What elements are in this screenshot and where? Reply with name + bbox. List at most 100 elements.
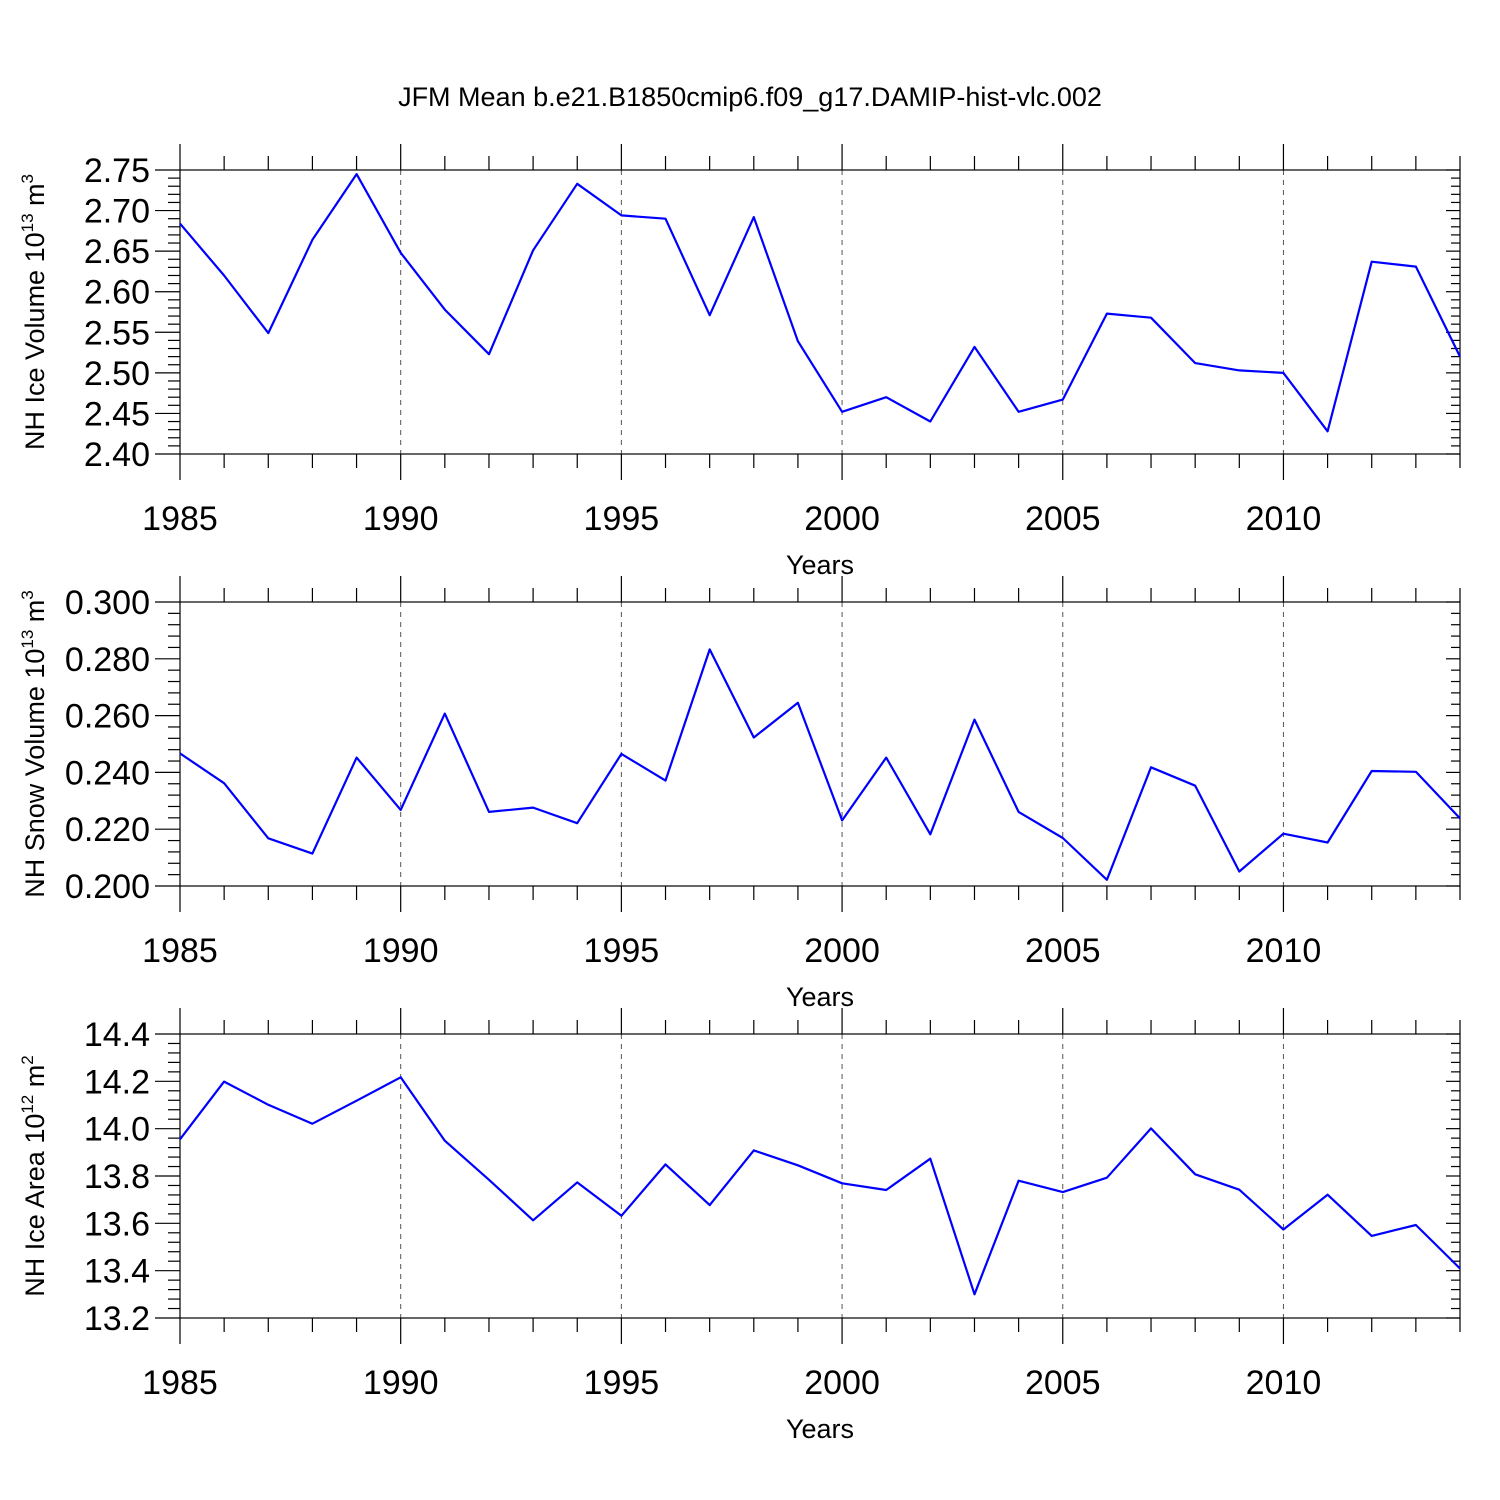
x-tick-label: 1995 (584, 500, 660, 538)
x-tick-label: 1995 (584, 932, 660, 970)
x-tick-label: 2000 (804, 932, 880, 970)
data-point (575, 1180, 579, 1184)
data-point (1017, 810, 1021, 814)
data-point (399, 1075, 403, 1079)
data-point (266, 1103, 270, 1107)
data-point (708, 1203, 712, 1207)
data-point (178, 1137, 182, 1141)
data-point (443, 1139, 447, 1143)
data-point (840, 1181, 844, 1185)
data-point (355, 756, 359, 760)
x-tick-label: 1985 (142, 932, 218, 970)
data-point (928, 1157, 932, 1161)
data-point (1326, 1193, 1330, 1197)
data-point (1370, 769, 1374, 773)
data-point (796, 1163, 800, 1167)
data-point (1193, 1172, 1197, 1176)
x-tick-label: 1985 (142, 500, 218, 538)
data-point (310, 1122, 314, 1126)
series-line (179, 1076, 1461, 1296)
x-tick-label: 2005 (1025, 500, 1101, 538)
data-point (178, 222, 182, 226)
data-point (1105, 878, 1109, 882)
data-point (531, 1218, 535, 1222)
x-tick-label: 1990 (363, 1364, 439, 1402)
x-tick-label: 2005 (1025, 1364, 1101, 1402)
data-point (1061, 1190, 1065, 1194)
data-point (487, 352, 491, 356)
x-axis-label: Years (786, 1414, 854, 1444)
y-tick-label: 2.45 (84, 395, 150, 433)
data-point (222, 1080, 226, 1084)
y-tick-label: 2.75 (84, 152, 150, 190)
y-tick-label: 0.280 (65, 641, 150, 679)
plot-frame (179, 601, 1461, 887)
data-point (1237, 870, 1241, 874)
data-point (575, 182, 579, 186)
data-point (1326, 841, 1330, 845)
data-point (1414, 265, 1418, 269)
x-tick-label: 1990 (363, 932, 439, 970)
y-tick-label: 0.300 (65, 584, 150, 622)
data-point (222, 273, 226, 277)
data-point (972, 345, 976, 349)
data-point (1105, 312, 1109, 316)
x-axis-label: Years (786, 550, 854, 580)
data-point (884, 756, 888, 760)
data-point (664, 1162, 668, 1166)
data-point (178, 751, 182, 755)
data-point (1061, 398, 1065, 402)
data-point (840, 818, 844, 822)
data-point (443, 712, 447, 716)
data-point (1149, 316, 1153, 320)
data-point (884, 395, 888, 399)
x-tick-label: 1995 (584, 1364, 660, 1402)
y-tick-label: 14.4 (84, 1016, 150, 1054)
x-tick-label: 2010 (1246, 932, 1322, 970)
x-tick-label: 2005 (1025, 932, 1101, 970)
data-point (1149, 1126, 1153, 1130)
y-tick-label: 13.4 (84, 1253, 150, 1291)
y-tick-label: 13.8 (84, 1158, 150, 1196)
data-point (1105, 1176, 1109, 1180)
chart-panel-3: 1985 1990 1995 2000 2005 2010 13.2 13.4 13.6 13.8… (18, 1008, 1462, 1444)
data-point (1281, 832, 1285, 836)
data-point (1458, 355, 1462, 359)
data-point (1193, 361, 1197, 365)
y-tick-label: 2.40 (84, 436, 150, 474)
y-tick-label: 0.240 (65, 754, 150, 792)
data-point (972, 718, 976, 722)
y-tick-label: 14.2 (84, 1063, 150, 1101)
data-point (266, 331, 270, 335)
y-tick-label: 14.0 (84, 1111, 150, 1149)
data-point (619, 1214, 623, 1218)
series-line (179, 648, 1461, 881)
data-point (796, 701, 800, 705)
x-tick-label: 2010 (1246, 1364, 1322, 1402)
data-point (619, 752, 623, 756)
data-point (1281, 1227, 1285, 1231)
y-tick-label: 2.60 (84, 274, 150, 312)
data-point (1414, 770, 1418, 774)
data-point (1237, 1188, 1241, 1192)
y-tick-label: 13.6 (84, 1205, 150, 1243)
data-point (884, 1188, 888, 1192)
chart-panel-2: 1985 1990 1995 2000 2005 2010 0.200 0.220 0.240 0… (18, 576, 1462, 1012)
data-point (399, 808, 403, 812)
data-point (1370, 260, 1374, 264)
data-point (928, 832, 932, 836)
data-point (1414, 1223, 1418, 1227)
y-axis-label: NH Snow Volume 1013 m3 (18, 590, 50, 898)
plot-frame (179, 169, 1461, 455)
data-point (1061, 836, 1065, 840)
data-point (1193, 784, 1197, 788)
data-point (1458, 1267, 1462, 1271)
y-tick-label: 0.260 (65, 698, 150, 736)
data-point (222, 781, 226, 785)
data-point (1326, 429, 1330, 433)
data-point (1458, 816, 1462, 820)
y-tick-label: 2.70 (84, 193, 150, 231)
data-point (531, 248, 535, 252)
